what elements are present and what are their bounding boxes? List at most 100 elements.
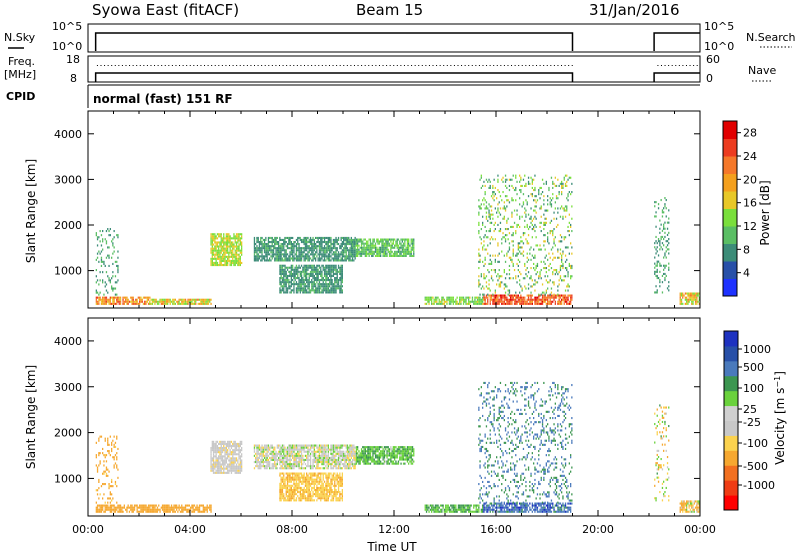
data-cell [316, 236, 318, 239]
data-cell [192, 298, 194, 301]
data-cell [663, 225, 665, 228]
data-cell [210, 455, 212, 458]
data-cell [322, 236, 324, 239]
data-cell [228, 465, 230, 468]
data-cell [168, 508, 170, 511]
data-cell [218, 449, 220, 452]
data-cell [142, 508, 145, 511]
data-cell [465, 300, 467, 303]
data-cell [392, 240, 394, 243]
data-cell [516, 262, 518, 265]
data-cell [292, 467, 294, 470]
data-cell [144, 508, 146, 511]
data-cell [320, 245, 322, 248]
data-cell [215, 451, 217, 454]
data-cell [233, 442, 235, 445]
data-cell [105, 300, 108, 303]
data-cell [147, 506, 150, 509]
data-cell [279, 259, 281, 262]
data-cell [512, 232, 514, 235]
data-cell [221, 440, 224, 443]
data-cell [293, 467, 295, 470]
data-cell [337, 283, 340, 286]
data-cell [503, 302, 505, 305]
data-cell [271, 452, 273, 455]
data-cell [270, 251, 272, 254]
data-cell [279, 270, 281, 273]
data-cell [146, 300, 148, 303]
data-cell [351, 259, 354, 262]
data-cell [107, 275, 109, 278]
data-cell [318, 283, 321, 286]
data-cell [335, 257, 337, 260]
data-cell [232, 459, 234, 462]
data-cell [504, 234, 507, 237]
data-cell [539, 225, 541, 228]
data-cell [311, 281, 313, 284]
data-cell [515, 302, 517, 305]
data-cell [230, 255, 233, 258]
data-cell [163, 508, 165, 511]
data-cell [230, 463, 233, 466]
data-cell [461, 296, 463, 299]
data-cell [178, 506, 180, 509]
data-cell [489, 258, 491, 261]
data-cell [116, 281, 118, 284]
nave-point [368, 65, 370, 66]
data-cell [568, 302, 570, 305]
data-cell [212, 243, 215, 246]
data-cell [265, 452, 267, 455]
data-cell [313, 291, 315, 294]
data-cell [258, 461, 261, 464]
data-cell [320, 236, 322, 239]
data-cell [311, 245, 313, 248]
data-cell [492, 254, 494, 257]
data-cell [113, 458, 115, 461]
data-cell [241, 455, 243, 458]
data-cell [330, 259, 332, 262]
data-cell [340, 243, 342, 246]
data-cell [413, 250, 415, 253]
data-cell [369, 244, 372, 247]
data-cell [488, 211, 490, 214]
data-cell [550, 205, 553, 208]
data-cell [351, 249, 354, 252]
data-cell [214, 235, 216, 238]
data-cell [227, 251, 229, 254]
data-cell [105, 460, 108, 463]
data-cell [427, 298, 429, 301]
data-cell [235, 241, 238, 244]
data-cell [519, 217, 521, 220]
data-cell [317, 291, 319, 294]
data-cell [214, 233, 216, 236]
data-cell [104, 264, 106, 267]
data-cell [494, 269, 496, 272]
data-cell [211, 257, 213, 260]
data-cell [383, 250, 386, 253]
data-cell [490, 296, 493, 299]
data-cell [116, 435, 118, 438]
data-cell [429, 296, 431, 299]
data-cell [234, 451, 236, 454]
data-cell [279, 454, 281, 457]
data-cell [294, 283, 296, 286]
data-cell [376, 250, 378, 253]
data-cell [224, 440, 226, 443]
data-cell [508, 294, 511, 297]
data-cell [238, 239, 240, 242]
data-cell [283, 285, 285, 288]
data-cell [376, 248, 378, 251]
data-cell [501, 199, 503, 202]
data-cell [329, 285, 331, 288]
nave-point [382, 65, 384, 66]
data-cell [402, 252, 405, 255]
data-cell [679, 294, 681, 297]
data-cell [318, 270, 321, 273]
data-cell [293, 291, 295, 294]
data-cell [405, 246, 407, 249]
data-cell [499, 285, 502, 288]
data-cell [539, 221, 541, 224]
data-cell [359, 238, 361, 241]
data-cell [317, 283, 319, 286]
data-cell [290, 446, 292, 449]
